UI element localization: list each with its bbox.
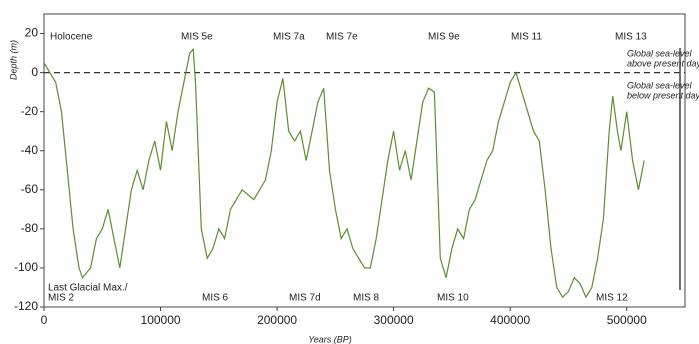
- note: Global sea-level: [627, 80, 693, 90]
- data-line: [43, 47, 645, 299]
- annotation: MIS 7d: [289, 293, 321, 304]
- annotation: Last Glacial Max./: [48, 283, 128, 294]
- x-tick-label: 500000: [607, 313, 647, 327]
- note: above present day: [627, 58, 699, 68]
- plot-frame: [43, 13, 686, 308]
- x-tick-label: 300000: [374, 313, 414, 327]
- annotation: MIS 7a: [273, 32, 305, 43]
- note: Global sea-level: [627, 48, 693, 58]
- annotation: MIS 9e: [428, 32, 460, 43]
- annotation: MIS 7e: [326, 32, 358, 43]
- annotation: MIS 10: [437, 293, 469, 304]
- annotation: MIS 2: [48, 293, 75, 304]
- y-tick-label: 20: [25, 26, 39, 40]
- x-tick-label: 100000: [141, 313, 181, 327]
- annotation: Holocene: [50, 32, 93, 43]
- y-tick-label: -20: [21, 104, 39, 118]
- x-axis-label: Years (BP): [308, 334, 352, 344]
- note: below present day: [627, 90, 699, 100]
- annotation: MIS 6: [202, 293, 229, 304]
- y-tick-label: -120: [14, 299, 38, 313]
- x-tick-label: 200000: [257, 313, 297, 327]
- annotation: MIS 12: [596, 293, 628, 304]
- annotation: MIS 8: [353, 293, 380, 304]
- x-tick-label: 0: [41, 313, 48, 327]
- x-tick-label: 400000: [490, 313, 530, 327]
- y-tick-label: -40: [21, 143, 39, 157]
- y-tick-label: -80: [21, 221, 39, 235]
- annotation: MIS 11: [511, 32, 542, 43]
- y-tick-label: 0: [31, 65, 38, 79]
- y-tick-label: -60: [21, 182, 39, 196]
- y-axis-label: Depth (m): [8, 40, 18, 80]
- annotation: MIS 13: [615, 32, 647, 43]
- y-tick-label: -100: [14, 260, 38, 274]
- annotation: MIS 5e: [181, 32, 213, 43]
